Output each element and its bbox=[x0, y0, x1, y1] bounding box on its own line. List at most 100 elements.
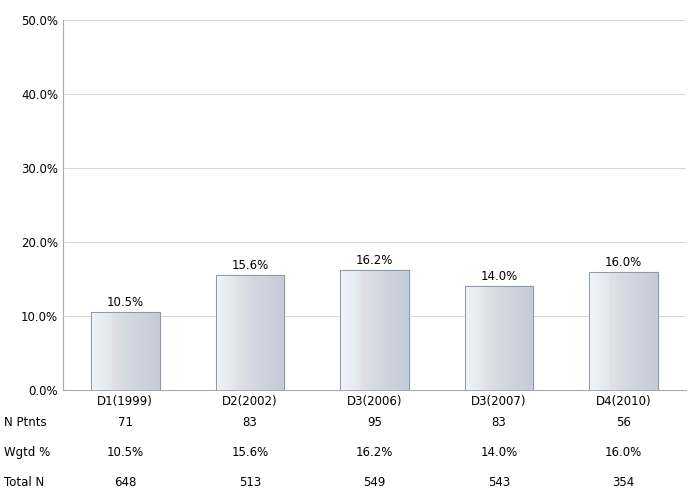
Bar bbox=[125, 312, 127, 390]
Text: 83: 83 bbox=[491, 416, 507, 429]
Bar bbox=[107, 312, 109, 390]
Bar bbox=[513, 286, 515, 390]
Bar bbox=[227, 274, 230, 390]
Bar bbox=[282, 274, 284, 390]
Bar bbox=[102, 312, 105, 390]
Bar bbox=[148, 312, 150, 390]
Bar bbox=[374, 270, 377, 390]
Bar bbox=[601, 272, 603, 390]
Bar bbox=[136, 312, 139, 390]
Bar bbox=[266, 274, 268, 390]
Bar bbox=[218, 274, 220, 390]
Bar bbox=[349, 270, 351, 390]
Bar bbox=[467, 286, 470, 390]
Text: 15.6%: 15.6% bbox=[231, 446, 269, 459]
Bar bbox=[465, 286, 467, 390]
Bar bbox=[139, 312, 141, 390]
Text: 16.2%: 16.2% bbox=[356, 446, 393, 459]
Bar bbox=[114, 312, 116, 390]
Bar bbox=[635, 272, 638, 390]
Text: 648: 648 bbox=[114, 476, 136, 489]
Bar bbox=[345, 270, 347, 390]
Bar bbox=[603, 272, 606, 390]
Bar bbox=[250, 274, 252, 390]
Bar bbox=[622, 272, 624, 390]
Bar bbox=[259, 274, 261, 390]
Bar bbox=[223, 274, 225, 390]
Bar bbox=[356, 270, 358, 390]
Bar bbox=[365, 270, 368, 390]
Bar bbox=[382, 270, 384, 390]
Bar bbox=[370, 270, 372, 390]
Bar bbox=[273, 274, 275, 390]
Bar bbox=[225, 274, 227, 390]
Bar bbox=[347, 270, 349, 390]
Bar bbox=[407, 270, 409, 390]
Text: N Ptnts: N Ptnts bbox=[4, 416, 46, 429]
Bar bbox=[144, 312, 146, 390]
Bar bbox=[91, 312, 93, 390]
Bar bbox=[248, 274, 250, 390]
Bar bbox=[522, 286, 524, 390]
Bar bbox=[656, 272, 658, 390]
Text: 16.0%: 16.0% bbox=[605, 256, 643, 268]
Bar bbox=[105, 312, 107, 390]
Bar bbox=[619, 272, 622, 390]
Bar bbox=[642, 272, 644, 390]
Bar bbox=[508, 286, 510, 390]
Bar bbox=[481, 286, 483, 390]
Bar bbox=[127, 312, 130, 390]
Bar bbox=[377, 270, 379, 390]
Bar bbox=[150, 312, 153, 390]
Bar bbox=[264, 274, 266, 390]
Bar bbox=[340, 270, 409, 390]
Bar bbox=[342, 270, 345, 390]
Bar bbox=[363, 270, 365, 390]
Bar bbox=[216, 274, 218, 390]
Bar bbox=[340, 270, 342, 390]
Bar bbox=[653, 272, 656, 390]
Bar bbox=[649, 272, 651, 390]
Bar bbox=[230, 274, 232, 390]
Text: 71: 71 bbox=[118, 416, 133, 429]
Bar bbox=[354, 270, 356, 390]
Bar bbox=[494, 286, 497, 390]
Bar bbox=[391, 270, 393, 390]
Bar bbox=[93, 312, 96, 390]
Bar bbox=[647, 272, 649, 390]
Text: Total N: Total N bbox=[4, 476, 43, 489]
Bar bbox=[216, 274, 284, 390]
Bar bbox=[155, 312, 158, 390]
Bar bbox=[398, 270, 400, 390]
Bar bbox=[404, 270, 407, 390]
Bar bbox=[517, 286, 519, 390]
Bar bbox=[109, 312, 111, 390]
Bar bbox=[640, 272, 642, 390]
Bar bbox=[146, 312, 148, 390]
Bar bbox=[476, 286, 479, 390]
Text: Wgtd %: Wgtd % bbox=[4, 446, 50, 459]
Text: 10.5%: 10.5% bbox=[106, 446, 144, 459]
Bar bbox=[243, 274, 245, 390]
Bar bbox=[624, 272, 626, 390]
Bar bbox=[524, 286, 526, 390]
Text: 56: 56 bbox=[616, 416, 631, 429]
Bar bbox=[120, 312, 123, 390]
Bar bbox=[470, 286, 472, 390]
Text: 513: 513 bbox=[239, 476, 261, 489]
Bar bbox=[519, 286, 522, 390]
Bar bbox=[123, 312, 125, 390]
Bar bbox=[479, 286, 481, 390]
Bar bbox=[644, 272, 647, 390]
Bar bbox=[393, 270, 395, 390]
Bar bbox=[132, 312, 134, 390]
Bar bbox=[596, 272, 598, 390]
Bar bbox=[506, 286, 508, 390]
Bar bbox=[368, 270, 370, 390]
Bar bbox=[275, 274, 277, 390]
Bar bbox=[100, 312, 102, 390]
Text: 14.0%: 14.0% bbox=[480, 270, 518, 283]
Bar bbox=[402, 270, 404, 390]
Bar bbox=[360, 270, 363, 390]
Bar bbox=[629, 272, 631, 390]
